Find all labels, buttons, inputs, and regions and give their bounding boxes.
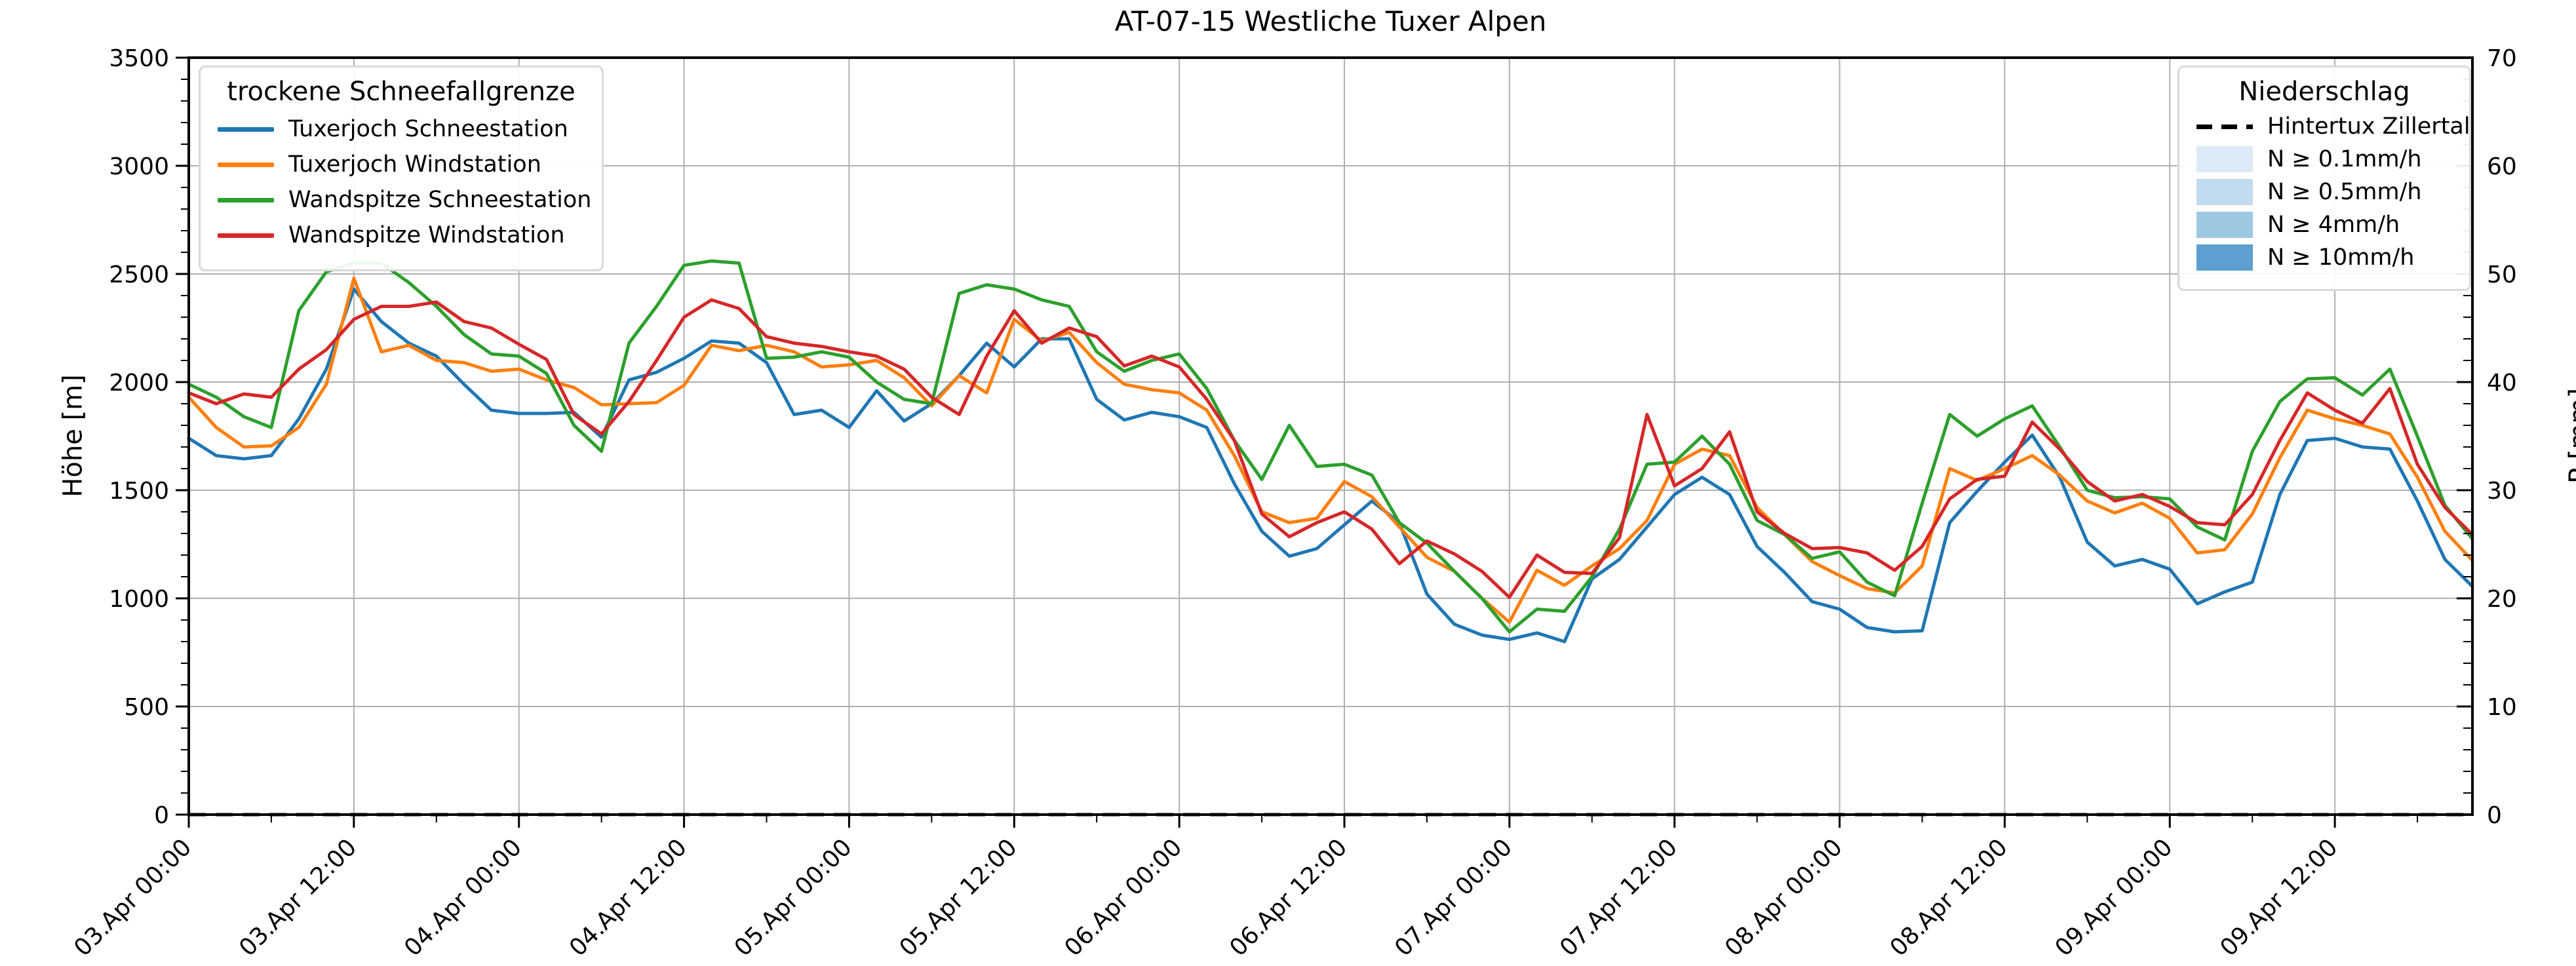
y-left-tick-label: 500 bbox=[124, 694, 169, 721]
legend-item-n-0.5mm/h: N ≥ 0.5mm/h bbox=[2196, 179, 2452, 205]
legend-item-n-0.1mm/h: N ≥ 0.1mm/h bbox=[2196, 146, 2452, 172]
legend-item-label: Tuxerjoch Schneestation bbox=[288, 116, 568, 142]
legend-item-label: N ≥ 4mm/h bbox=[2267, 212, 2400, 238]
y-right-tick-label: 0 bbox=[2487, 802, 2502, 829]
y-left-tick-label: 3500 bbox=[109, 45, 169, 72]
x-tick-label: 06.Apr 00:00 bbox=[1060, 834, 1188, 961]
legend-item-label: Wandspitze Schneestation bbox=[288, 187, 592, 213]
legend-precip-items: Hintertux Zillertal N ≥ 0.1mm/h N ≥ 0.5mm/… bbox=[2196, 113, 2470, 271]
series-line-wandspitze-schneestation bbox=[187, 259, 2474, 634]
x-tick-label: 08.Apr 00:00 bbox=[1720, 834, 1848, 961]
y-right-tick-label: 30 bbox=[2487, 478, 2517, 505]
y-right-tick-label: 60 bbox=[2487, 153, 2517, 180]
x-tick-label: 05.Apr 00:00 bbox=[730, 834, 857, 961]
legend-snowline: trockene Schneefallgrenze Tuxerjoch Schn… bbox=[199, 66, 604, 271]
x-tick-label: 07.Apr 00:00 bbox=[1390, 834, 1517, 961]
x-tick-label: 04.Apr 12:00 bbox=[564, 834, 692, 961]
x-tick-label: 09.Apr 00:00 bbox=[2050, 834, 2178, 961]
y-right-tick-label: 20 bbox=[2487, 586, 2517, 613]
y-right-tick-label: 70 bbox=[2487, 45, 2517, 72]
x-tick-label: 08.Apr 12:00 bbox=[1885, 834, 2013, 961]
x-tick-label: 03.Apr 12:00 bbox=[234, 834, 362, 961]
y-left-tick-label: 1000 bbox=[109, 586, 169, 613]
y-left-tick-label: 2000 bbox=[109, 370, 169, 396]
y-right-tick-label: 10 bbox=[2487, 694, 2517, 721]
series-line-tuxerjoch-schneestation bbox=[187, 287, 2474, 644]
x-tick-label: 06.Apr 12:00 bbox=[1224, 834, 1352, 961]
y-left-tick-label: 0 bbox=[154, 802, 169, 829]
y-right-tick-label: 40 bbox=[2487, 370, 2517, 396]
line-swatch-icon bbox=[218, 233, 274, 238]
legend-item-hintertux-zillertal: Hintertux Zillertal bbox=[2196, 113, 2470, 140]
x-tick-label: 04.Apr 00:00 bbox=[399, 834, 527, 961]
y-axis-label-left: Höhe [m] bbox=[58, 374, 88, 497]
y-left-tick-label: 3000 bbox=[109, 153, 169, 180]
legend-item-n-4mm/h: N ≥ 4mm/h bbox=[2196, 212, 2452, 238]
x-tick-label: 03.Apr 00:00 bbox=[69, 834, 197, 961]
legend-item-label: N ≥ 10mm/h bbox=[2267, 244, 2415, 271]
legend-snowline-items: Tuxerjoch Schneestation Tuxerjoch Windsta… bbox=[218, 116, 592, 248]
legend-precip-title: Niederschlag bbox=[2238, 77, 2410, 107]
legend-item-label: Tuxerjoch Windstation bbox=[288, 151, 541, 178]
legend-snowline-title: trockene Schneefallgrenze bbox=[227, 77, 576, 107]
patch-swatch-icon bbox=[2196, 212, 2253, 238]
legend-precip: Niederschlag Hintertux Zillertal N ≥ 0.1m… bbox=[2177, 66, 2471, 291]
legend-item-label: N ≥ 0.1mm/h bbox=[2267, 146, 2422, 172]
legend-item-tuxerjoch-schneestation: Tuxerjoch Schneestation bbox=[218, 116, 585, 142]
legend-item-label: Wandspitze Windstation bbox=[288, 222, 565, 248]
series-line-tuxerjoch-windstation bbox=[187, 277, 2474, 624]
chart-title: AT-07-15 Westliche Tuxer Alpen bbox=[1114, 5, 1547, 37]
dashed-line-swatch-icon bbox=[2196, 124, 2253, 129]
legend-item-wandspitze-windstation: Wandspitze Windstation bbox=[218, 222, 585, 248]
y-left-tick-label: 1500 bbox=[109, 478, 169, 505]
series-line-wandspitze-windstation bbox=[187, 298, 2474, 599]
legend-item-wandspitze-schneestation: Wandspitze Schneestation bbox=[218, 187, 592, 213]
legend-item-label: Hintertux Zillertal bbox=[2267, 113, 2470, 140]
line-swatch-icon bbox=[218, 126, 274, 132]
line-swatch-icon bbox=[218, 197, 274, 203]
patch-swatch-icon bbox=[2196, 146, 2253, 172]
x-tick-label: 07.Apr 12:00 bbox=[1555, 834, 1683, 961]
y-left-tick-label: 2500 bbox=[109, 261, 169, 288]
patch-swatch-icon bbox=[2196, 244, 2253, 271]
legend-item-label: N ≥ 0.5mm/h bbox=[2267, 179, 2422, 205]
y-axis-label-right: P [mm] bbox=[2564, 388, 2576, 484]
legend-item-n-10mm/h: N ≥ 10mm/h bbox=[2196, 244, 2452, 271]
x-tick-label: 05.Apr 12:00 bbox=[895, 834, 1023, 961]
legend-item-tuxerjoch-windstation: Tuxerjoch Windstation bbox=[218, 151, 585, 178]
y-right-tick-label: 50 bbox=[2487, 261, 2517, 288]
line-swatch-icon bbox=[218, 162, 274, 167]
x-tick-label: 09.Apr 12:00 bbox=[2215, 834, 2343, 961]
plot-border bbox=[187, 56, 2474, 816]
patch-swatch-icon bbox=[2196, 179, 2253, 205]
